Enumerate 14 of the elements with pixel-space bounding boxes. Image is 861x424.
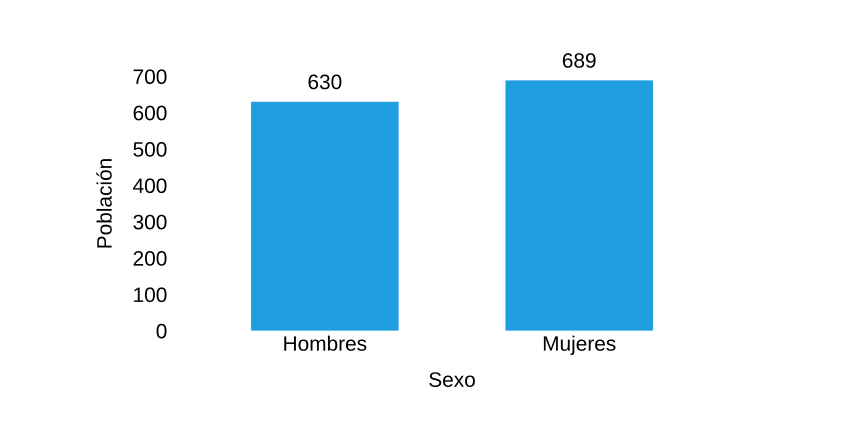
y-tick-label: 0	[156, 324, 167, 338]
y-tick-label: 500	[133, 142, 167, 157]
data-label: 689	[562, 53, 596, 68]
data-label: 630	[308, 74, 342, 90]
x-axis-title: Sexo	[429, 372, 475, 387]
y-tick-label: 300	[133, 214, 167, 230]
x-tick-label: Hombres	[284, 336, 366, 351]
y-tick-label: 700	[134, 69, 167, 84]
y-tick-label: 100	[134, 287, 167, 302]
y-tick-label: 600	[134, 106, 167, 120]
y-tick-label: 200	[134, 251, 167, 266]
x-tick-label: Mujeres	[544, 336, 616, 355]
y-tick-label: 400	[133, 178, 167, 194]
y-axis-title: Población	[96, 159, 112, 248]
